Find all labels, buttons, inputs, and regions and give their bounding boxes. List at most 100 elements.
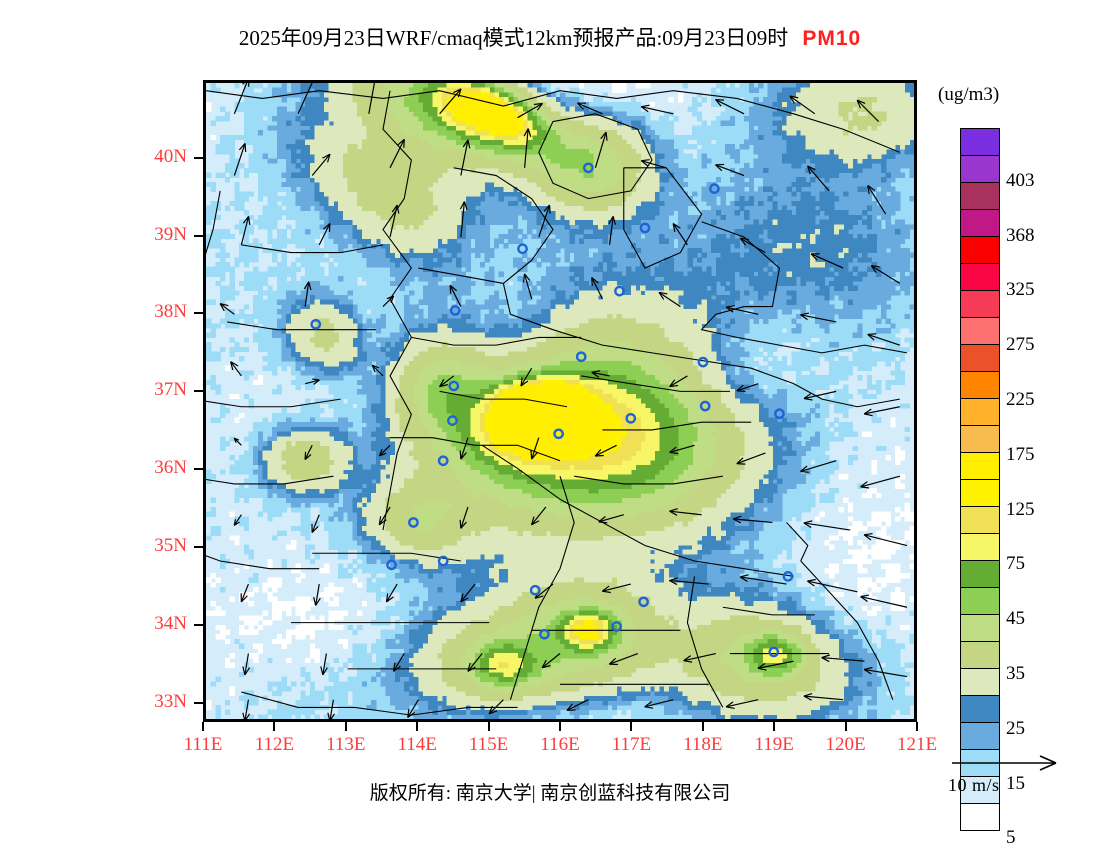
lat-tick-38N bbox=[194, 312, 203, 315]
wind-vector bbox=[305, 378, 320, 385]
concentration-field bbox=[206, 83, 914, 719]
wind-vector bbox=[807, 165, 830, 192]
lon-tick-121E bbox=[916, 722, 918, 731]
field-cells bbox=[404, 83, 802, 687]
boundary-line bbox=[390, 437, 561, 462]
wind-vector bbox=[669, 508, 702, 516]
wind-vector bbox=[240, 583, 249, 603]
colorbar-band-3 bbox=[961, 210, 999, 237]
wind-vector bbox=[297, 83, 317, 115]
station-marker-weifang[interactable] bbox=[774, 408, 785, 420]
colorbar-band-15 bbox=[961, 534, 999, 561]
boundary-line bbox=[623, 167, 703, 269]
field-cells bbox=[281, 83, 887, 701]
colorbar-label-225: 225 bbox=[1006, 389, 1035, 410]
boundary-line bbox=[206, 398, 341, 408]
colorbar-label-15: 15 bbox=[1006, 772, 1025, 794]
colorbar-band-17 bbox=[961, 588, 999, 615]
colorbar-band-1 bbox=[961, 156, 999, 183]
station-marker-shangqiu[interactable] bbox=[529, 584, 541, 596]
wind-vector bbox=[460, 583, 476, 603]
station-marker-handan[interactable] bbox=[447, 415, 458, 426]
wind-vector bbox=[242, 699, 251, 719]
lon-tick-113E bbox=[344, 722, 347, 731]
lon-label-120E: 120E bbox=[825, 734, 866, 755]
station-marker-tangshan[interactable] bbox=[709, 183, 720, 194]
colorbar[interactable] bbox=[960, 128, 1000, 831]
station-marker-bozhou[interactable] bbox=[539, 628, 550, 640]
station-marker-beijing[interactable] bbox=[583, 162, 594, 174]
colorbar-unit: (ug/m3) bbox=[938, 84, 1000, 105]
wind-vector bbox=[715, 98, 745, 115]
wind-vector bbox=[640, 104, 674, 115]
wind-vector bbox=[644, 699, 674, 709]
station-marker-lianyungang[interactable] bbox=[782, 570, 794, 582]
station-marker-zibo[interactable] bbox=[699, 400, 711, 412]
boundary-line bbox=[411, 336, 582, 346]
wind-vector bbox=[739, 237, 766, 254]
wind-vector bbox=[233, 437, 242, 446]
colorbar-band-5 bbox=[961, 264, 999, 291]
lat-label-37N: 37N bbox=[154, 379, 187, 401]
wind-vector bbox=[870, 264, 901, 284]
wind-vector bbox=[736, 452, 766, 465]
lat-label-35N: 35N bbox=[154, 534, 187, 556]
wind-vector bbox=[371, 364, 384, 377]
station-marker-huaibei[interactable] bbox=[611, 621, 622, 632]
boundary-line bbox=[574, 475, 723, 485]
lon-label-111E: 111E bbox=[183, 734, 223, 755]
copyright-footer: 版权所有: 南京大学| 南京创蓝科技有限公司 bbox=[369, 783, 731, 804]
wind-scale-key: 10 m/s bbox=[948, 752, 1088, 796]
wind-vector bbox=[800, 460, 837, 473]
field-cells bbox=[385, 83, 807, 692]
wind-vector bbox=[520, 367, 533, 387]
colorbar-band-20 bbox=[961, 669, 999, 696]
wind-vector bbox=[392, 653, 405, 672]
station-marker-xinxiang[interactable] bbox=[408, 517, 419, 528]
wind-vector bbox=[522, 273, 533, 300]
station-marker-xingtai[interactable] bbox=[448, 380, 460, 392]
wind-vector bbox=[530, 437, 540, 460]
lon-tick-118E bbox=[701, 722, 704, 731]
station-marker-zhengzhou[interactable] bbox=[386, 559, 397, 571]
colorbar-band-18 bbox=[961, 615, 999, 642]
wind-arrow-icon bbox=[952, 755, 1057, 771]
station-marker-huaian[interactable] bbox=[768, 646, 780, 658]
wind-vector bbox=[803, 692, 844, 701]
station-marker-anyang[interactable] bbox=[437, 455, 449, 467]
colorbar-label-25: 25 bbox=[1006, 717, 1025, 739]
lon-label-121E: 121E bbox=[896, 734, 938, 755]
colorbar-band-8 bbox=[961, 345, 999, 372]
station-marker-xuzhou[interactable] bbox=[638, 596, 649, 608]
station-marker-tianjin[interactable] bbox=[639, 222, 651, 234]
station-marker-shijiazhuang[interactable] bbox=[449, 305, 461, 316]
wind-vector bbox=[233, 514, 242, 526]
wind-vector bbox=[389, 204, 400, 238]
lon-tick-117E bbox=[630, 722, 633, 731]
wind-vector bbox=[594, 131, 608, 168]
station-marker-cangzhou[interactable] bbox=[614, 285, 625, 297]
lon-label-119E: 119E bbox=[754, 734, 794, 755]
lat-label-39N: 39N bbox=[154, 223, 187, 245]
station-marker-liaocheng[interactable] bbox=[553, 428, 564, 440]
wind-vector bbox=[517, 102, 544, 119]
wind-vector bbox=[488, 699, 504, 715]
colorbar-band-16 bbox=[961, 561, 999, 588]
station-marker-taiyuan[interactable] bbox=[310, 318, 322, 330]
wind-vector bbox=[467, 653, 483, 672]
station-marker-jinan[interactable] bbox=[625, 412, 637, 424]
colorbar-label-325: 325 bbox=[1006, 279, 1035, 301]
wind-vector bbox=[378, 506, 391, 526]
boundary-line bbox=[800, 560, 894, 700]
station-marker-kaifeng[interactable] bbox=[437, 555, 449, 567]
station-marker-binzhou[interactable] bbox=[697, 356, 709, 368]
forecast-map-panel[interactable] bbox=[203, 80, 917, 722]
station-marker-baoding[interactable] bbox=[517, 243, 528, 255]
wind-vector bbox=[725, 305, 759, 315]
colorbar-label-368: 368 bbox=[1006, 224, 1035, 246]
wind-vector bbox=[523, 128, 532, 168]
wind-vector bbox=[591, 370, 610, 378]
station-marker-dezhou[interactable] bbox=[575, 351, 587, 363]
wind-vector bbox=[389, 138, 405, 169]
colorbar-band-7 bbox=[961, 318, 999, 345]
